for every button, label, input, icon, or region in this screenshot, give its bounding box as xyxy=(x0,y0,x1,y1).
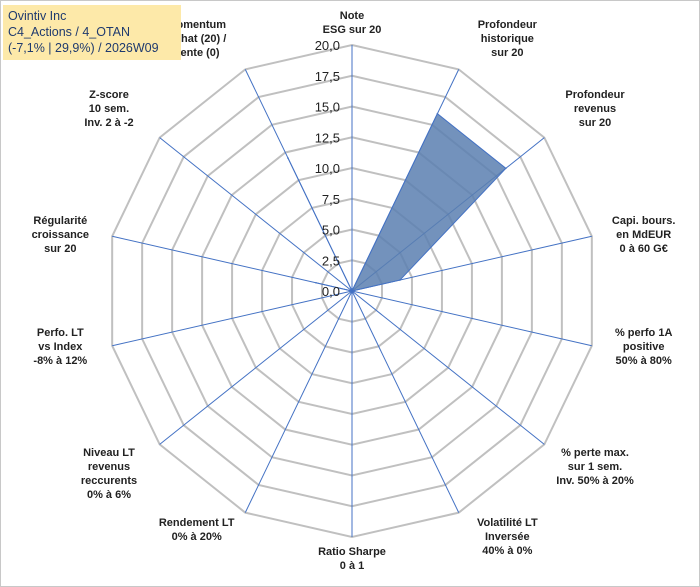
chart-title-box: Ovintiv Inc C4_Actions / 4_OTAN (-7,1% |… xyxy=(3,5,181,60)
data-point xyxy=(399,279,401,281)
spoke-line xyxy=(112,290,353,347)
spoke-line xyxy=(159,290,353,445)
axis-label: Perfo. LT xyxy=(37,327,84,339)
axis-label: Achat (20) / xyxy=(167,33,226,45)
axis-label: 10 sem. xyxy=(89,103,129,115)
axis-label: Note xyxy=(340,10,364,22)
axis-label: Profondeur xyxy=(565,89,625,101)
tick-label: 5,0 xyxy=(322,223,340,238)
axis-label: 0% à 20% xyxy=(172,531,222,543)
axis-label: -8% à 12% xyxy=(33,355,87,367)
tick-label: 20,0 xyxy=(315,38,340,53)
radar-series xyxy=(287,112,507,293)
performance-period: (-7,1% | 29,9%) / 2026W09 xyxy=(8,41,159,55)
tick-label: 12,5 xyxy=(315,130,340,145)
axis-label: en MdEUR xyxy=(616,229,671,241)
axis-label: Capi. bours. xyxy=(612,215,676,227)
data-point xyxy=(315,281,317,284)
axis-label: sur 20 xyxy=(44,243,76,255)
axis-label: sur 1 sem. xyxy=(568,461,622,473)
spoke-line xyxy=(112,235,353,292)
axis-label: % perte max. xyxy=(561,447,629,459)
data-point xyxy=(351,290,353,292)
tick-label: 0,0 xyxy=(322,284,340,299)
axis-label: Niveau LT xyxy=(83,447,135,459)
axis-label: sur 20 xyxy=(491,47,523,59)
axis-label: Inv. 2 à -2 xyxy=(84,117,133,129)
axis-label: ESG sur 20 xyxy=(323,24,382,36)
axis-label: historique xyxy=(481,33,534,45)
axis-label: reccurents xyxy=(81,475,137,487)
axis-label: Inv. 50% à 20% xyxy=(556,475,634,487)
data-point xyxy=(436,112,439,115)
axis-label: revenus xyxy=(574,103,616,115)
portfolio-name: C4_Actions / 4_OTAN xyxy=(8,25,131,39)
axis-label: Ratio Sharpe xyxy=(318,546,386,558)
tick-label: 7,5 xyxy=(322,192,340,207)
spoke-line xyxy=(351,290,592,347)
tick-label: 17,5 xyxy=(315,69,340,84)
axis-label: 0 à 60 G€ xyxy=(620,243,668,255)
axis-label: Momentum xyxy=(167,19,226,31)
axis-label: Inversée xyxy=(485,531,530,543)
axis-label: sur 20 xyxy=(579,117,611,129)
axis-label: Profondeur xyxy=(478,19,538,31)
axis-label: Z-score xyxy=(89,89,129,101)
tick-label: 10,0 xyxy=(315,161,340,176)
data-point xyxy=(287,157,289,159)
axis-label: 0 à 1 xyxy=(340,560,364,572)
axis-label: Vente (0) xyxy=(174,47,220,59)
spoke-line xyxy=(351,290,545,445)
spoke-line xyxy=(351,290,460,513)
axis-label: 0% à 6% xyxy=(87,489,131,501)
axis-label: 40% à 0% xyxy=(482,545,532,557)
radar-tick-labels: 0,0 2,5 5,0 7,5 10,0 12,5 15,0 17,5 20,0 xyxy=(315,38,340,299)
axis-label: croissance xyxy=(32,229,89,241)
spoke-line xyxy=(159,137,353,292)
axis-label: revenus xyxy=(88,461,130,473)
company-name: Ovintiv Inc xyxy=(8,9,67,23)
spoke-line xyxy=(244,290,353,513)
axis-label: Régularité xyxy=(33,215,87,227)
radar-axis-labels: Note ESG sur 20 Profondeur historique sur 20… xyxy=(32,10,676,572)
axis-label: 50% à 80% xyxy=(616,355,672,367)
tick-label: 2,5 xyxy=(322,253,340,268)
axis-label: Volatilité LT xyxy=(477,517,538,529)
axis-label: Rendement LT xyxy=(159,517,235,529)
data-point xyxy=(505,167,507,170)
axis-label: % perfo 1A xyxy=(615,327,673,339)
axis-label: positive xyxy=(623,341,665,353)
axis-label: vs Index xyxy=(38,341,83,353)
tick-label: 15,0 xyxy=(315,100,340,115)
